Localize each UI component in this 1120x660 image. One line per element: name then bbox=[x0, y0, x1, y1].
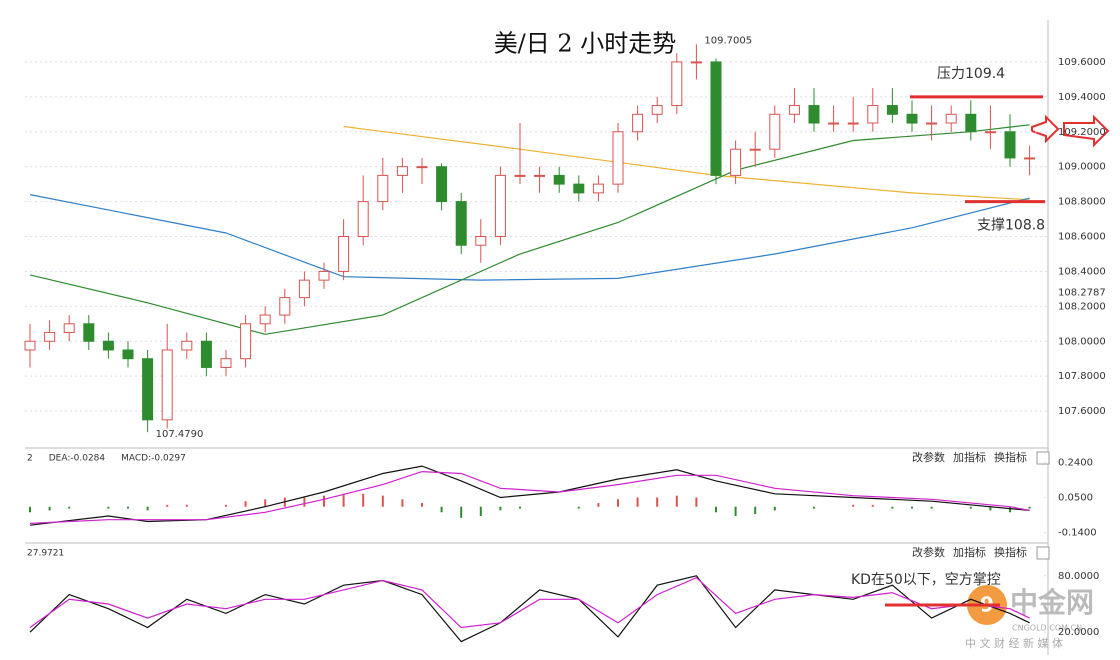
candle-body bbox=[592, 183, 604, 194]
y-tick-label: -0.1400 bbox=[1058, 528, 1097, 539]
y-tick-label: 107.8000 bbox=[1058, 371, 1106, 382]
indicator-line bbox=[29, 470, 1030, 524]
y-tick-label: 108.6000 bbox=[1058, 232, 1106, 243]
close-button[interactable] bbox=[1036, 451, 1050, 465]
candle-body bbox=[338, 236, 350, 272]
y-tick-label: 0.2400 bbox=[1058, 457, 1093, 468]
support-label: 支撑108.8 bbox=[977, 218, 1045, 234]
candle-body bbox=[730, 148, 742, 176]
candle-body bbox=[396, 166, 408, 176]
candle-body bbox=[671, 61, 683, 107]
high-label: 109.7005 bbox=[704, 35, 752, 46]
candle-body bbox=[534, 174, 546, 177]
indicator-value: 2 bbox=[27, 454, 33, 464]
candle-body bbox=[83, 323, 95, 342]
candle-body bbox=[867, 105, 879, 124]
candle-body bbox=[63, 323, 75, 334]
candle-body bbox=[44, 332, 56, 342]
panel-button[interactable]: 加指标 bbox=[953, 545, 986, 559]
candle-body bbox=[788, 105, 800, 115]
candle-body bbox=[24, 340, 36, 351]
arrow-icon bbox=[1063, 114, 1110, 148]
indicator-line bbox=[29, 575, 1030, 643]
indicator-value: DEA:-0.0284 bbox=[49, 454, 106, 464]
candle-body bbox=[357, 201, 369, 237]
indicator-value: 27.9721 bbox=[27, 549, 64, 559]
candle-body bbox=[886, 105, 898, 115]
candle-body bbox=[161, 349, 173, 421]
candle-body bbox=[298, 279, 310, 299]
kd-annotation: KD在50以下，空方掌控 bbox=[851, 572, 1001, 588]
candle-body bbox=[690, 61, 702, 64]
candle-body bbox=[181, 340, 193, 351]
arrow-icon bbox=[1031, 114, 1060, 144]
indicator-value: MACD:-0.0297 bbox=[121, 454, 186, 464]
candle-body bbox=[769, 113, 781, 150]
y-tick-label: 20.0000 bbox=[1058, 627, 1099, 638]
low-label: 107.4790 bbox=[156, 429, 204, 440]
candle-body bbox=[553, 174, 565, 185]
y-tick-label: 109.2000 bbox=[1058, 127, 1106, 138]
candle-body bbox=[514, 174, 526, 177]
indicator-line bbox=[29, 194, 1030, 281]
candle-body bbox=[455, 201, 467, 246]
candle-body bbox=[749, 148, 761, 151]
candle-body bbox=[200, 340, 212, 368]
candle-body bbox=[1024, 157, 1036, 160]
y-tick-label: 0.0500 bbox=[1058, 493, 1093, 504]
y-tick-label: 108.2000 bbox=[1058, 301, 1106, 312]
y-tick-label: 108.4000 bbox=[1058, 266, 1106, 277]
resistance-label: 压力109.4 bbox=[937, 66, 1005, 82]
candle-body bbox=[710, 61, 722, 176]
y-tick-label: 80.0000 bbox=[1058, 571, 1099, 582]
candle-body bbox=[965, 113, 977, 133]
panel-button[interactable]: 改参数 bbox=[912, 545, 945, 559]
candle-body bbox=[220, 358, 232, 368]
y-tick-label: 107.6000 bbox=[1058, 406, 1106, 417]
candle-body bbox=[906, 113, 918, 124]
candle-body bbox=[377, 174, 389, 203]
candle-body bbox=[632, 113, 644, 133]
candle-body bbox=[926, 122, 938, 125]
watermark-slogan: 中 文 财 经 新 媒 体 bbox=[965, 636, 1063, 650]
candle-body bbox=[945, 113, 957, 124]
watermark-name: 中金网 bbox=[1010, 586, 1094, 619]
candle-body bbox=[828, 122, 840, 125]
candle-body bbox=[142, 358, 154, 421]
candle-body bbox=[612, 131, 624, 185]
candle-body bbox=[436, 166, 448, 203]
indicator-line bbox=[29, 465, 1030, 526]
candle-body bbox=[847, 122, 859, 125]
candle-body bbox=[984, 131, 996, 134]
chart-title: 美/日 2 小时走势 bbox=[494, 30, 677, 58]
panel-button[interactable]: 加指标 bbox=[953, 450, 986, 464]
candle-body bbox=[240, 323, 252, 360]
candle-body bbox=[122, 349, 134, 360]
panel-button[interactable]: 换指标 bbox=[994, 545, 1027, 559]
candle-body bbox=[494, 174, 506, 237]
y-tick-label: 109.6000 bbox=[1058, 57, 1106, 68]
candle-body bbox=[259, 314, 271, 325]
candle-body bbox=[808, 105, 820, 124]
candle-body bbox=[475, 236, 487, 246]
close-button[interactable] bbox=[1036, 546, 1050, 560]
indicator-line bbox=[29, 124, 1030, 335]
current-price: 108.2787 bbox=[1058, 288, 1106, 299]
y-tick-label: 109.0000 bbox=[1058, 162, 1106, 173]
candle-body bbox=[102, 340, 114, 351]
y-tick-label: 108.0000 bbox=[1058, 336, 1106, 347]
candle-body bbox=[416, 166, 428, 169]
panel-button[interactable]: 改参数 bbox=[912, 450, 945, 464]
candle-body bbox=[1004, 131, 1016, 159]
watermark-site: CNGOLD.COM.CN bbox=[1012, 624, 1082, 633]
candle-body bbox=[318, 270, 330, 281]
candle-body bbox=[651, 105, 663, 115]
candle-body bbox=[279, 297, 291, 316]
y-tick-label: 108.8000 bbox=[1058, 197, 1106, 208]
candle-body bbox=[573, 183, 585, 194]
indicator-line bbox=[29, 576, 1030, 629]
y-tick-label: 109.4000 bbox=[1058, 92, 1106, 103]
panel-button[interactable]: 换指标 bbox=[994, 450, 1027, 464]
